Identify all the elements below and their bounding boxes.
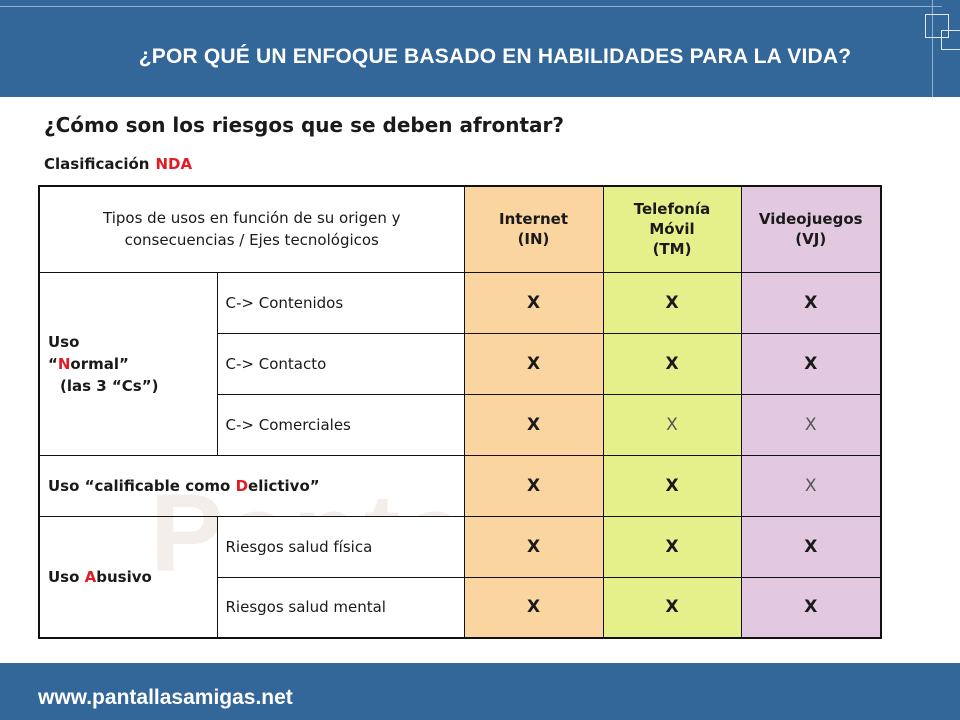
cell-comerciales-tm: X: [602, 393, 742, 456]
classification-text: Clasificación: [44, 155, 150, 173]
cell-contenidos-tm: X: [602, 271, 742, 334]
row-contenidos-label: C-> Contenidos: [216, 271, 465, 334]
cell-delictivo-in: X: [463, 454, 604, 517]
uso-normal-l2: “Normal”: [48, 353, 209, 375]
uso-normal-initial: N: [57, 354, 71, 373]
table-header-row: Tipos de usos en función de su origen y …: [38, 185, 882, 273]
header-internet-l2: (IN): [517, 230, 550, 249]
uso-normal-l3: (las 3 “Cs”): [60, 376, 159, 395]
header-cell-telefonia: Telefonía Móvil (TM): [602, 185, 742, 273]
abusivo-pre: Uso: [48, 567, 85, 586]
risk-table: Tipos de usos en función de su origen y …: [38, 185, 882, 639]
cell-mental-in: X: [463, 576, 604, 639]
cell-contacto-vj: X: [740, 332, 882, 395]
table-row: C-> Comerciales X X X: [39, 393, 882, 456]
abusivo-post: busivo: [96, 567, 152, 586]
header-videojuegos-l1: Videojuegos: [758, 210, 863, 229]
header-cell-videojuegos: Videojuegos (VJ): [740, 185, 882, 273]
cell-delictivo-vj: X: [740, 454, 882, 517]
row-mental-label: Riesgos salud mental: [216, 576, 465, 639]
cell-contacto-tm: X: [602, 332, 742, 395]
cell-comerciales-in: X: [463, 393, 604, 456]
subtitle: ¿Cómo son los riesgos que se deben afron…: [44, 113, 565, 137]
header-cell-types: Tipos de usos en función de su origen y …: [38, 185, 465, 273]
table-row: Uso “calificable como Delictivo” X X X: [38, 454, 882, 517]
header-bar: ¿POR QUÉ UN ENFOQUE BASADO EN HABILIDADE…: [0, 0, 960, 97]
row-label-uso-normal: Uso “Normal” (las 3 “Cs”): [38, 271, 218, 456]
row-label-delictivo: Uso “calificable como Delictivo”: [38, 454, 465, 517]
header-telefonia-l1: Telefonía: [633, 200, 711, 219]
header-cell-internet: Internet (IN): [463, 185, 604, 273]
cell-delictivo-tm: X: [602, 454, 742, 517]
header-telefonia-l2: Móvil: [649, 220, 695, 239]
table-row: Uso Abusivo Riesgos salud física X X X: [38, 515, 882, 639]
footer-bar: www.pantallasamigas.net: [0, 663, 960, 720]
cell-mental-vj: X: [740, 576, 882, 639]
abusivo-initial: A: [84, 567, 97, 586]
delictivo-post: elictivo”: [248, 476, 320, 495]
cell-comerciales-vj: X: [740, 393, 882, 456]
uso-normal-quote: “: [48, 354, 58, 373]
cell-contenidos-vj: X: [740, 271, 882, 334]
header-decor-square: [925, 14, 949, 38]
classification-label: Clasificación NDA: [44, 155, 192, 173]
header-decor-vline: [932, 0, 933, 97]
uso-normal-rest: ormal”: [70, 354, 129, 373]
page-title: ¿POR QUÉ UN ENFOQUE BASADO EN HABILIDADE…: [138, 45, 852, 68]
header-telefonia-l3: (TM): [652, 240, 692, 259]
uso-normal-l1: Uso: [48, 332, 80, 351]
table-row: Uso “Normal” (las 3 “Cs”) C-> Contenidos…: [38, 271, 882, 456]
cell-contacto-in: X: [463, 332, 604, 395]
row-contacto-label: C-> Contacto: [216, 332, 465, 395]
delictivo-pre: Uso “calificable como: [48, 476, 236, 495]
row-comerciales-label: C-> Comerciales: [216, 393, 465, 456]
cell-mental-tm: X: [602, 576, 742, 639]
header-decor-square-small: [941, 30, 960, 50]
row-fisica-label: Riesgos salud física: [216, 515, 465, 578]
table-row: Riesgos salud mental X X X: [39, 576, 882, 639]
cell-contenidos-in: X: [463, 271, 604, 334]
classification-highlight: NDA: [155, 155, 193, 173]
header-videojuegos-l2: (VJ): [795, 230, 827, 249]
row-label-abusivo: Uso Abusivo: [38, 515, 218, 639]
footer-url[interactable]: www.pantallasamigas.net: [38, 686, 293, 709]
header-decor-line: [0, 6, 942, 7]
cell-fisica-tm: X: [602, 515, 742, 578]
delictivo-initial: D: [235, 476, 249, 495]
cell-fisica-vj: X: [740, 515, 882, 578]
cell-fisica-in: X: [463, 515, 604, 578]
header-internet-l1: Internet: [498, 210, 569, 229]
